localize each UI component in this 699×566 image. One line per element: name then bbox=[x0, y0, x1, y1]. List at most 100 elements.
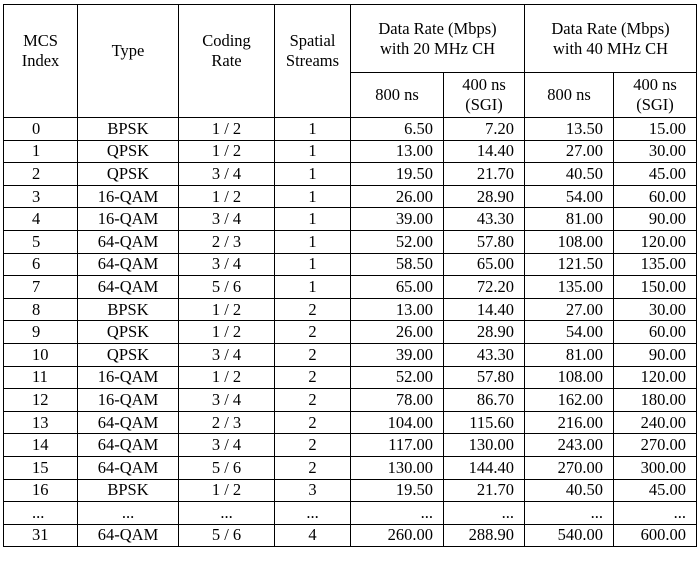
coding-rate-cell: 1 / 2 bbox=[178, 117, 275, 141]
mcs-cell: 2 bbox=[3, 162, 78, 186]
rate40-800-cell: 81.00 bbox=[524, 342, 614, 367]
table-row: 9 QPSK 1 / 2 2 26.00 28.90 54.00 60.00 bbox=[3, 320, 697, 344]
mcs-cell: ... bbox=[3, 501, 78, 525]
table-row: 31 64-QAM 5 / 6 4 260.00 288.90 540.00 600.00 bbox=[3, 523, 697, 548]
streams-cell: 2 bbox=[274, 342, 351, 367]
rate40-800-cell: ... bbox=[524, 501, 614, 525]
coding-rate-cell: 1 / 2 bbox=[178, 478, 275, 503]
rate20-400-cell: 72.20 bbox=[443, 275, 525, 299]
rate20-800-cell: 78.00 bbox=[350, 388, 444, 412]
rate40-800-cell: 13.50 bbox=[524, 117, 614, 141]
header-streams-line1: Spatial bbox=[289, 31, 336, 50]
table-row: 6 64-QAM 3 / 4 1 58.50 65.00 121.50 135.00 bbox=[3, 252, 697, 277]
mcs-cell: 16 bbox=[3, 478, 78, 503]
header-coding-line2: Rate bbox=[211, 51, 242, 70]
rate40-800-cell: 121.50 bbox=[524, 252, 614, 277]
rate20-800-cell: 130.00 bbox=[350, 455, 444, 480]
rate20-800-cell: 19.50 bbox=[350, 478, 444, 503]
table-row: 13 64-QAM 2 / 3 2 104.00 115.60 216.00 240.00 bbox=[3, 410, 697, 435]
rate40-800-cell: 135.00 bbox=[524, 275, 614, 299]
rate20-400-cell: 21.70 bbox=[443, 162, 525, 186]
type-cell: 16-QAM bbox=[77, 388, 179, 412]
header-mcs-line1: MCS bbox=[23, 31, 58, 50]
coding-rate-cell: 3 / 4 bbox=[178, 207, 275, 231]
type-cell: 16-QAM bbox=[77, 207, 179, 231]
rate20-400-cell: 43.30 bbox=[443, 342, 525, 367]
coding-rate-cell: 1 / 2 bbox=[178, 184, 275, 209]
rate40-400-cell: 240.00 bbox=[613, 410, 697, 435]
coding-rate-cell: 1 / 2 bbox=[178, 139, 275, 164]
coding-rate-cell: 1 / 2 bbox=[178, 320, 275, 344]
rate40-400-cell: 30.00 bbox=[613, 297, 697, 322]
rate20-400-cell: 14.40 bbox=[443, 139, 525, 164]
rate20-400-cell: 7.20 bbox=[443, 117, 525, 141]
coding-rate-cell: 3 / 4 bbox=[178, 433, 275, 457]
table-row: ........................ bbox=[3, 501, 697, 525]
rate20-400-cell: 86.70 bbox=[443, 388, 525, 412]
table-row: 8 BPSK 1 / 2 2 13.00 14.40 27.00 30.00 bbox=[3, 297, 697, 322]
rate40-400-cell: 15.00 bbox=[613, 117, 697, 141]
streams-cell: 2 bbox=[274, 388, 351, 412]
header-type: Type bbox=[77, 4, 179, 118]
streams-cell: 1 bbox=[274, 229, 351, 254]
rate40-800-cell: 108.00 bbox=[524, 365, 614, 390]
rate20-800-cell: 260.00 bbox=[350, 523, 444, 548]
rate40-800-cell: 540.00 bbox=[524, 523, 614, 548]
streams-cell: 2 bbox=[274, 365, 351, 390]
rate20-800-cell: 52.00 bbox=[350, 365, 444, 390]
streams-cell: 1 bbox=[274, 184, 351, 209]
rate20-400-cell: 115.60 bbox=[443, 410, 525, 435]
type-cell: QPSK bbox=[77, 162, 179, 186]
streams-cell: 1 bbox=[274, 275, 351, 299]
streams-cell: 1 bbox=[274, 162, 351, 186]
rate40-800-cell: 108.00 bbox=[524, 229, 614, 254]
header-40mhz-400ns-line1: 400 ns bbox=[633, 75, 677, 94]
mcs-cell: 7 bbox=[3, 275, 78, 299]
rate20-800-cell: 19.50 bbox=[350, 162, 444, 186]
rate40-800-cell: 216.00 bbox=[524, 410, 614, 435]
mcs-cell: 11 bbox=[3, 365, 78, 390]
rate20-400-cell: 28.90 bbox=[443, 320, 525, 344]
streams-cell: 2 bbox=[274, 320, 351, 344]
rate40-400-cell: 90.00 bbox=[613, 342, 697, 367]
streams-cell: 2 bbox=[274, 410, 351, 435]
mcs-cell: 14 bbox=[3, 433, 78, 457]
header-type-label: Type bbox=[111, 41, 145, 60]
mcs-data-rate-table: MCS Index Type Coding Rate Spatial Strea… bbox=[3, 4, 697, 548]
table-row: 12 16-QAM 3 / 4 2 78.00 86.70 162.00 180.00 bbox=[3, 388, 697, 412]
type-cell: 16-QAM bbox=[77, 365, 179, 390]
rate40-400-cell: 45.00 bbox=[613, 162, 697, 186]
rate40-400-cell: 120.00 bbox=[613, 365, 697, 390]
mcs-cell: 31 bbox=[3, 523, 78, 548]
rate40-400-cell: 90.00 bbox=[613, 207, 697, 231]
rate40-800-cell: 270.00 bbox=[524, 455, 614, 480]
streams-cell: 2 bbox=[274, 455, 351, 480]
header-40mhz-400ns-line2: (SGI) bbox=[636, 95, 674, 114]
type-cell: 64-QAM bbox=[77, 252, 179, 277]
coding-rate-cell: 3 / 4 bbox=[178, 342, 275, 367]
type-cell: 64-QAM bbox=[77, 275, 179, 299]
rate20-800-cell: 117.00 bbox=[350, 433, 444, 457]
type-cell: ... bbox=[77, 501, 179, 525]
rate20-800-cell: ... bbox=[350, 501, 444, 525]
coding-rate-cell: 1 / 2 bbox=[178, 365, 275, 390]
table-row: 15 64-QAM 5 / 6 2 130.00 144.40 270.00 300.00 bbox=[3, 455, 697, 480]
header-rate20-line1: Data Rate (Mbps) bbox=[378, 18, 497, 38]
coding-rate-cell: 1 / 2 bbox=[178, 297, 275, 322]
streams-cell: 1 bbox=[274, 139, 351, 164]
rate20-800-cell: 39.00 bbox=[350, 207, 444, 231]
table-row: 11 16-QAM 1 / 2 2 52.00 57.80 108.00 120.00 bbox=[3, 365, 697, 390]
rate20-800-cell: 26.00 bbox=[350, 320, 444, 344]
table-row: 10 QPSK 3 / 4 2 39.00 43.30 81.00 90.00 bbox=[3, 342, 697, 367]
rate20-400-cell: 21.70 bbox=[443, 478, 525, 503]
type-cell: 64-QAM bbox=[77, 410, 179, 435]
rate20-400-cell: 144.40 bbox=[443, 455, 525, 480]
rate20-800-cell: 104.00 bbox=[350, 410, 444, 435]
header-coding-rate: Coding Rate bbox=[178, 4, 275, 118]
rate40-400-cell: 45.00 bbox=[613, 478, 697, 503]
table-row: 14 64-QAM 3 / 4 2 117.00 130.00 243.00 270.00 bbox=[3, 433, 697, 457]
rate40-400-cell: 120.00 bbox=[613, 229, 697, 254]
rate40-400-cell: 60.00 bbox=[613, 320, 697, 344]
rate20-400-cell: 43.30 bbox=[443, 207, 525, 231]
